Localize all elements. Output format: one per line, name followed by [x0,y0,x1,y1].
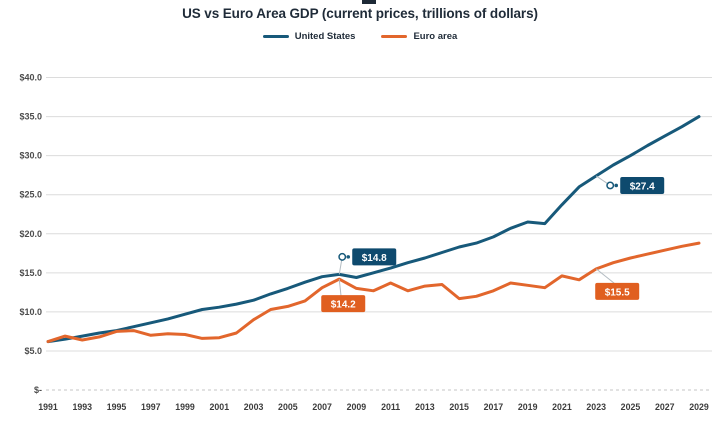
y-tick-label: $- [34,385,42,395]
y-tick-label: $35.0 [19,112,42,122]
x-tick-label: 2029 [689,402,709,412]
x-tick-label: 2011 [381,402,400,412]
annotation-dot [614,183,619,188]
x-tick-label: 1995 [107,402,127,412]
legend-label: Euro area [413,31,458,42]
x-tick-label: 1999 [175,402,195,412]
x-tick-label: 2001 [210,402,230,412]
y-tick-label: $40.0 [19,73,42,83]
y-tick-label: $10.0 [19,307,42,317]
annotation-point-marker [606,181,615,190]
y-tick-label: $30.0 [19,151,42,161]
x-tick-label: 2003 [244,402,264,412]
chart-title: US vs Euro Area GDP (current prices, tri… [182,6,538,21]
annotation-point-marker [338,252,347,261]
annotation-box [620,176,665,194]
y-tick-label: $15.0 [19,268,42,278]
legend-swatch [262,34,289,39]
annotation-value: $15.5 [605,287,630,298]
legend-label: United States [294,31,356,42]
annotation-box [595,282,640,300]
x-tick-label: 2007 [312,402,332,412]
x-tick-label: 2019 [518,402,538,412]
series-line-united-states [46,115,701,344]
y-tick-label: $25.0 [19,190,42,200]
legend-swatch [381,34,408,39]
x-tick-label: 2017 [484,402,504,412]
x-tick-label: 1993 [72,402,92,412]
legend: United States Euro area [0,31,720,42]
annotation-value: $27.4 [630,181,655,192]
legend-item-euro-area: Euro area [381,31,457,42]
y-tick-label: $5.0 [24,346,42,356]
x-tick-label: 2015 [449,402,469,412]
x-tick-label: 2009 [347,402,367,412]
annotation-value: $14.2 [331,300,356,311]
series-line-euro-area [46,241,701,344]
x-tick-label: 2005 [278,402,298,412]
annotation-box [352,248,397,266]
x-tick-label: 2027 [655,402,675,412]
x-tick-label: 1991 [38,402,58,412]
x-tick-label: 2025 [621,402,641,412]
x-tick-label: 2013 [415,402,435,412]
legend-item-united-states: United States [262,31,356,42]
x-tick-label: 2021 [552,402,572,412]
annotation-leader [595,268,616,285]
x-tick-label: 2023 [586,402,606,412]
x-tick-label: 1997 [141,402,161,412]
annotation-leader [338,279,342,297]
y-tick-label: $20.0 [19,229,42,239]
annotation-box [321,295,366,313]
annotation-dot [346,255,351,259]
cropped-text-artifact [362,0,376,4]
annotation-value: $14.8 [362,253,387,264]
